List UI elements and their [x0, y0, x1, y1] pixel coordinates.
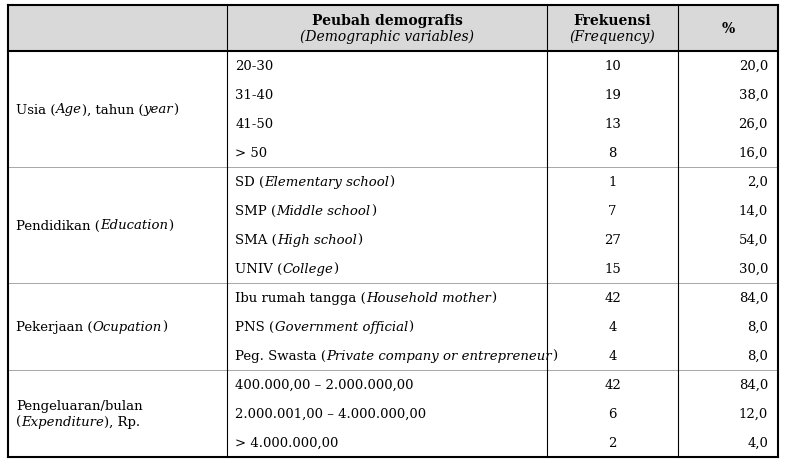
Text: 16,0: 16,0	[739, 147, 768, 160]
Text: ), Rp.: ), Rp.	[104, 415, 140, 428]
Text: (: (	[16, 415, 21, 428]
Text: 2,0: 2,0	[747, 175, 768, 188]
Text: 41-50: 41-50	[236, 118, 274, 131]
Text: 4,0: 4,0	[747, 436, 768, 449]
Text: Peg. Swasta (: Peg. Swasta (	[236, 349, 326, 362]
Text: SMA (: SMA (	[236, 233, 277, 246]
Text: Pendidikan (: Pendidikan (	[16, 219, 100, 232]
Text: College: College	[283, 263, 333, 275]
Text: Private company or entrepreneur: Private company or entrepreneur	[326, 349, 552, 362]
Text: 6: 6	[608, 407, 617, 420]
Text: Expenditure: Expenditure	[21, 415, 104, 428]
Text: ): )	[552, 349, 557, 362]
Text: ): )	[371, 205, 376, 218]
Text: (Demographic variables): (Demographic variables)	[300, 30, 474, 44]
Text: (Frequency): (Frequency)	[570, 30, 656, 44]
Text: 15: 15	[604, 263, 621, 275]
Text: 42: 42	[604, 378, 621, 391]
Text: 27: 27	[604, 233, 621, 246]
Text: Usia (: Usia (	[16, 103, 56, 116]
Text: Household mother: Household mother	[366, 291, 491, 304]
Text: ): )	[390, 175, 395, 188]
Text: Peubah demografis: Peubah demografis	[312, 14, 463, 28]
Text: High school: High school	[277, 233, 357, 246]
Text: ): )	[491, 291, 496, 304]
Text: 20,0: 20,0	[739, 60, 768, 73]
Bar	[8, 6, 778, 52]
Text: 12,0: 12,0	[739, 407, 768, 420]
Text: SD (: SD (	[236, 175, 265, 188]
Text: > 4.000.000,00: > 4.000.000,00	[236, 436, 339, 449]
Text: Ocupation: Ocupation	[93, 320, 162, 333]
Text: Pekerjaan (: Pekerjaan (	[16, 320, 93, 333]
Text: Government official: Government official	[274, 320, 408, 333]
Text: 38,0: 38,0	[739, 89, 768, 102]
Text: 19: 19	[604, 89, 621, 102]
Text: %: %	[722, 22, 735, 36]
Text: 42: 42	[604, 291, 621, 304]
Text: PNS (: PNS (	[236, 320, 274, 333]
Text: ): )	[408, 320, 413, 333]
Text: ): )	[168, 219, 173, 232]
Text: Pengeluaran/bulan: Pengeluaran/bulan	[16, 399, 142, 412]
Text: 2.000.001,00 – 4.000.000,00: 2.000.001,00 – 4.000.000,00	[236, 407, 427, 420]
Text: 54,0: 54,0	[739, 233, 768, 246]
Text: 8,0: 8,0	[747, 320, 768, 333]
Text: ): )	[357, 233, 362, 246]
Text: ): )	[162, 320, 167, 333]
Text: 31-40: 31-40	[236, 89, 274, 102]
Text: 8: 8	[608, 147, 617, 160]
Text: SMP (: SMP (	[236, 205, 277, 218]
Text: 84,0: 84,0	[739, 291, 768, 304]
Text: 4: 4	[608, 349, 617, 362]
Text: 2: 2	[608, 436, 617, 449]
Text: 13: 13	[604, 118, 621, 131]
Text: 26,0: 26,0	[739, 118, 768, 131]
Text: 20-30: 20-30	[236, 60, 274, 73]
Text: Elementary school: Elementary school	[265, 175, 390, 188]
Text: Age: Age	[56, 103, 82, 116]
Text: year: year	[143, 103, 173, 116]
Text: Middle school: Middle school	[277, 205, 371, 218]
Text: 8,0: 8,0	[747, 349, 768, 362]
Text: 4: 4	[608, 320, 617, 333]
Text: Ibu rumah tangga (: Ibu rumah tangga (	[236, 291, 366, 304]
Text: 14,0: 14,0	[739, 205, 768, 218]
Text: 84,0: 84,0	[739, 378, 768, 391]
Text: 1: 1	[608, 175, 617, 188]
Text: 30,0: 30,0	[739, 263, 768, 275]
Text: Frekuensi: Frekuensi	[574, 14, 652, 28]
Text: > 50: > 50	[236, 147, 267, 160]
Text: ): )	[173, 103, 178, 116]
Text: Education: Education	[100, 219, 168, 232]
Text: 7: 7	[608, 205, 617, 218]
Text: UNIV (: UNIV (	[236, 263, 283, 275]
Text: ): )	[333, 263, 339, 275]
Text: ), tahun (: ), tahun (	[82, 103, 143, 116]
Text: 400.000,00 – 2.000.000,00: 400.000,00 – 2.000.000,00	[236, 378, 414, 391]
Text: 10: 10	[604, 60, 621, 73]
